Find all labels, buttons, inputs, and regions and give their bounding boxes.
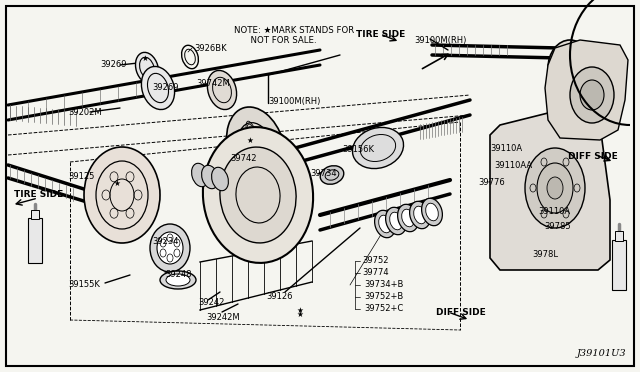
Text: 39734+B: 39734+B [364,280,403,289]
Ellipse shape [320,166,344,184]
Ellipse shape [157,232,183,264]
Text: 39155K: 39155K [68,280,100,289]
Text: 39742M: 39742M [196,79,230,88]
Text: 39156K: 39156K [342,145,374,154]
Ellipse shape [166,274,190,286]
Ellipse shape [410,201,431,229]
Text: 39776: 39776 [478,178,505,187]
Text: 39125: 39125 [68,172,94,181]
Text: 39752+B: 39752+B [364,292,403,301]
Polygon shape [545,40,628,140]
Ellipse shape [548,40,592,96]
Ellipse shape [353,128,404,169]
Text: 39742: 39742 [230,154,257,163]
Ellipse shape [207,70,237,110]
Bar [28,218,42,263]
Ellipse shape [212,167,228,191]
Bar [612,240,626,290]
Text: ★: ★ [141,54,148,62]
Text: 39234: 39234 [152,237,179,246]
Ellipse shape [379,215,391,233]
Text: 39752: 39752 [362,256,388,265]
Text: 39110A: 39110A [490,144,522,153]
Ellipse shape [160,271,196,289]
Text: ★: ★ [246,136,253,145]
Text: DIFF SIDE: DIFF SIDE [436,308,486,317]
Ellipse shape [150,224,190,272]
Text: 39110AA: 39110AA [494,161,532,170]
Text: 39269: 39269 [152,83,179,92]
Ellipse shape [191,163,209,187]
Text: 39100M(RH): 39100M(RH) [414,36,467,45]
Text: DIFF SIDE: DIFF SIDE [568,152,618,161]
Ellipse shape [537,163,573,213]
Text: 39242M: 39242M [206,313,239,322]
Ellipse shape [141,67,175,109]
Ellipse shape [374,210,396,238]
Text: 3926BK: 3926BK [194,44,227,53]
Text: 39242: 39242 [198,298,225,307]
Ellipse shape [422,198,442,226]
Polygon shape [490,110,610,270]
Ellipse shape [413,206,426,224]
Ellipse shape [202,165,218,189]
Text: J39101U3: J39101U3 [577,349,626,358]
Text: 39774: 39774 [362,268,388,277]
Text: 39126: 39126 [266,292,292,301]
Bar [615,231,623,241]
Ellipse shape [570,67,614,123]
Text: 39785: 39785 [544,222,571,231]
Ellipse shape [385,207,406,235]
Ellipse shape [402,209,414,227]
Ellipse shape [203,127,313,263]
Ellipse shape [426,203,438,221]
Text: 39100M(RH): 39100M(RH) [268,97,321,106]
Ellipse shape [525,148,585,228]
Ellipse shape [547,177,563,199]
Ellipse shape [580,80,604,110]
Text: ★: ★ [113,179,120,187]
Text: 39269: 39269 [100,60,127,69]
Bar [31,210,39,219]
Text: 39734: 39734 [310,169,337,178]
Ellipse shape [220,147,296,243]
Ellipse shape [397,204,419,232]
Text: 39248: 39248 [165,270,191,279]
Text: NOTE: ★MARK STANDS FOR
      NOT FOR SALE.: NOTE: ★MARK STANDS FOR NOT FOR SALE. [234,26,355,45]
Text: TIRE SIDE: TIRE SIDE [356,30,405,39]
Text: 39110A: 39110A [538,207,570,216]
Ellipse shape [84,147,160,243]
Text: 3978L: 3978L [532,250,558,259]
Ellipse shape [136,52,159,84]
Text: TIRE SIDE: TIRE SIDE [14,190,63,199]
Ellipse shape [227,107,285,189]
Text: ★: ★ [296,305,303,314]
Ellipse shape [390,212,403,230]
Text: ★: ★ [296,310,303,319]
Text: 39202M: 39202M [68,108,102,117]
Text: 39752+C: 39752+C [364,304,403,313]
